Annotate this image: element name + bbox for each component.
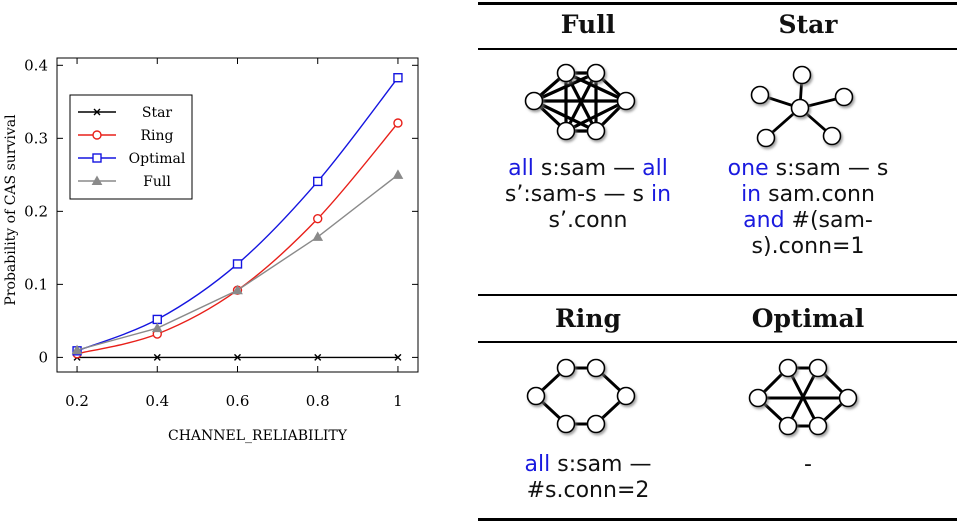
- formula-ring: all s:sam — #s.conn=2: [478, 452, 698, 504]
- data-point-optimal: [232, 259, 243, 269]
- data-point-optimal: [152, 314, 162, 325]
- y-tick-label: 0.3: [24, 129, 48, 147]
- data-point-star: [234, 353, 241, 361]
- formula-full: all s:sam — all s’:sam-s — s in s’.conn: [478, 156, 698, 234]
- legend-label: Ring: [141, 128, 174, 144]
- formula-line: all s:sam —: [478, 452, 698, 478]
- legend-marker: [91, 175, 103, 185]
- data-point-full: [392, 169, 404, 179]
- formula-text: s:sam —: [550, 452, 652, 477]
- formula-text: sam.conn: [761, 182, 875, 207]
- data-point-ring: [393, 118, 403, 128]
- formula-text: -: [804, 452, 812, 477]
- data-point-star: [153, 353, 161, 361]
- formula-keyword: all: [642, 156, 668, 181]
- formula-line: one s:sam — s: [698, 156, 918, 182]
- legend-box: [69, 94, 193, 200]
- formula-keyword: in: [651, 182, 672, 207]
- optimal-network-diagram: [748, 358, 858, 436]
- header-star: Star: [778, 10, 838, 39]
- table-mid-rule: [478, 294, 957, 296]
- legend-label: Optimal: [129, 151, 186, 167]
- table-bottom-rule: [478, 518, 957, 521]
- x-tick-label: 0.8: [306, 392, 330, 410]
- formula-text: s’:sam-s — s: [504, 182, 652, 207]
- data-point-full: [151, 322, 163, 333]
- formula-star: one s:sam — s in sam.conn and #(sam-s).con…: [698, 156, 918, 260]
- header-ring: Ring: [555, 304, 621, 333]
- header-optimal: Optimal: [751, 304, 865, 333]
- formula-text: s:sam —: [533, 156, 643, 181]
- legend-label: Star: [142, 105, 173, 121]
- y-tick-label: 0: [38, 348, 48, 366]
- legend-marker: [93, 108, 101, 116]
- formula-text: s).conn=1: [751, 234, 865, 259]
- data-point-optimal: [313, 176, 323, 187]
- formula-keyword: in: [741, 182, 762, 207]
- topology-table: Full Star Ring Optimal: [478, 0, 957, 524]
- legend-label: Full: [143, 174, 171, 190]
- y-tick-label: 0.1: [24, 275, 48, 293]
- full-network-diagram: [524, 63, 636, 141]
- x-tick-label: 0.2: [65, 392, 89, 410]
- line-chart: 0.2 0.4 0.6 0.8 1 0 0.1 0.2 0.3 0.4 CHANNEL_RELIAB…: [3, 56, 419, 444]
- formula-line: s’:sam-s — s in: [478, 182, 698, 208]
- formula-line: all s:sam — all: [478, 156, 698, 182]
- ring-network-diagram: [526, 358, 636, 434]
- formula-optimal: -: [698, 452, 918, 478]
- data-point-ring: [313, 213, 323, 224]
- formula-keyword: one: [727, 156, 769, 181]
- formula-keyword: and: [743, 208, 785, 233]
- data-point-star: [394, 353, 402, 361]
- y-tick-label: 0.4: [24, 56, 48, 74]
- table-header-rule: [478, 48, 957, 50]
- data-point-full: [232, 284, 243, 295]
- x-tick-label: 0.4: [145, 392, 169, 410]
- formula-text: s’.conn: [548, 208, 628, 233]
- formula-text: s:sam — s: [768, 156, 889, 181]
- legend-marker: [92, 130, 102, 140]
- header-full: Full: [560, 10, 616, 39]
- formula-line: #s.conn=2: [478, 478, 698, 504]
- y-tick-label: 0.2: [24, 202, 48, 220]
- formula-keyword: all: [508, 156, 534, 181]
- data-point-full: [312, 231, 324, 241]
- formula-line: s).conn=1: [698, 234, 918, 260]
- x-tick-label: 0.6: [226, 392, 250, 410]
- legend-marker: [92, 153, 102, 163]
- data-point-full: [71, 344, 83, 355]
- data-point-star: [314, 353, 322, 361]
- table-top-rule: [478, 2, 957, 5]
- x-tick-label: 1: [393, 392, 403, 410]
- formula-text: #s.conn=2: [526, 478, 650, 503]
- table-header-rule-2: [478, 341, 957, 343]
- formula-line: and #(sam-: [698, 208, 918, 234]
- data-point-optimal: [393, 73, 403, 83]
- formula-line: -: [698, 452, 918, 478]
- star-network-diagram: [750, 65, 854, 148]
- formula-line: in sam.conn: [698, 182, 918, 208]
- formula-text: #(sam-: [784, 208, 873, 233]
- chart-panel: 0.2 0.4 0.6 0.8 1 0 0.1 0.2 0.3 0.4 CHANNEL_RELIAB…: [0, 0, 470, 524]
- x-axis-label: CHANNEL_RELIABILITY: [168, 428, 348, 444]
- formula-line: s’.conn: [478, 208, 698, 234]
- formula-keyword: all: [524, 452, 551, 477]
- y-axis-label: Probability of CAS survival: [3, 114, 19, 306]
